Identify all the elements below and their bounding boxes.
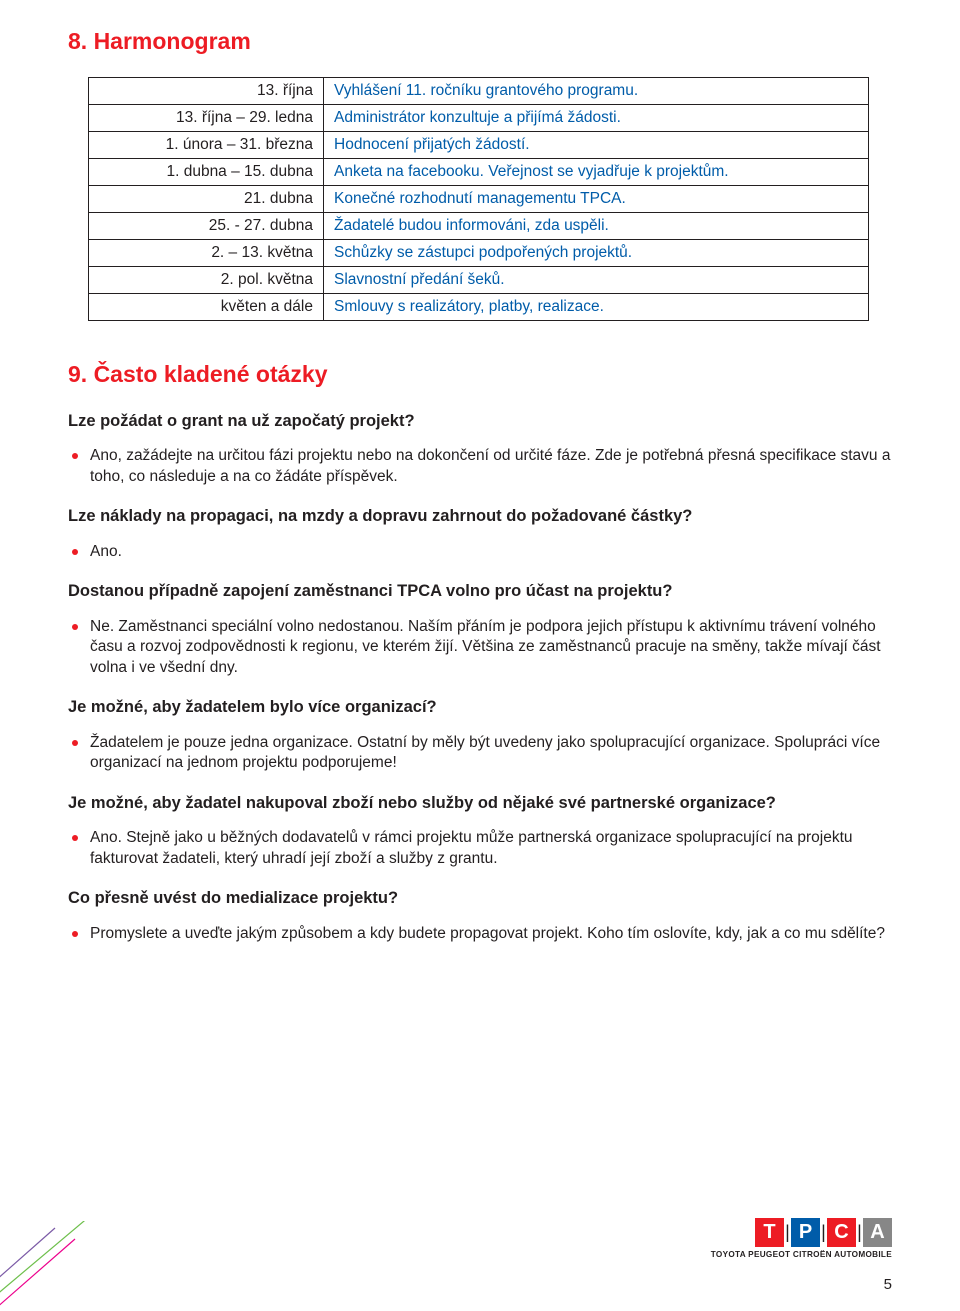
schedule-description: Anketa na facebooku. Veřejnost se vyjadř… (324, 159, 869, 186)
logo-letters: T | P | C | A (711, 1218, 892, 1247)
schedule-date: 1. února – 31. března (89, 132, 324, 159)
faq-question: Je možné, aby žadatel nakupoval zboží ne… (68, 792, 892, 814)
faq-answer: Promyslete a uveďte jakým způsobem a kdy… (68, 924, 892, 945)
faq-answer: Ano. (68, 542, 892, 563)
faq-answer: Žadatelem je pouze jedna organizace. Ost… (68, 733, 892, 774)
table-row: 13. října – 29. lednaAdministrátor konzu… (89, 105, 869, 132)
table-row: květen a dáleSmlouvy s realizátory, plat… (89, 294, 869, 321)
faq-question: Co přesně uvést do medializace projektu? (68, 887, 892, 909)
faq-answer: Ano, zažádejte na určitou fázi projektu … (68, 446, 892, 487)
schedule-description: Administrátor konzultuje a přijímá žádos… (324, 105, 869, 132)
table-row: 21. dubnaKonečné rozhodnutí managementu … (89, 186, 869, 213)
table-row: 13. říjnaVyhlášení 11. ročníku grantovéh… (89, 78, 869, 105)
faq-answer-list: Ano. (68, 542, 892, 563)
logo-separator: | (786, 1218, 789, 1247)
schedule-description: Vyhlášení 11. ročníku grantového program… (324, 78, 869, 105)
schedule-description: Hodnocení přijatých žádostí. (324, 132, 869, 159)
decorative-lines (0, 1221, 110, 1311)
table-row: 1. dubna – 15. dubnaAnketa na facebooku.… (89, 159, 869, 186)
schedule-date: květen a dále (89, 294, 324, 321)
schedule-date: 1. dubna – 15. dubna (89, 159, 324, 186)
logo-letter-a: A (863, 1218, 892, 1247)
schedule-date: 13. října (89, 78, 324, 105)
footer-logo: T | P | C | A TOYOTA PEUGEOT CITROËN AUT… (711, 1218, 892, 1259)
schedule-date: 25. - 27. dubna (89, 213, 324, 240)
faq-answer: Ne. Zaměstnanci speciální volno nedostan… (68, 617, 892, 679)
schedule-table: 13. říjnaVyhlášení 11. ročníku grantovéh… (88, 77, 869, 321)
schedule-date: 13. října – 29. ledna (89, 105, 324, 132)
schedule-date: 2. – 13. května (89, 240, 324, 267)
schedule-description: Slavnostní předání šeků. (324, 267, 869, 294)
faq-answer-list: Žadatelem je pouze jedna organizace. Ost… (68, 733, 892, 774)
faq-answer-list: Ano. Stejně jako u běžných dodavatelů v … (68, 828, 892, 869)
schedule-date: 21. dubna (89, 186, 324, 213)
logo-subtitle: TOYOTA PEUGEOT CITROËN AUTOMOBILE (711, 1250, 892, 1259)
schedule-description: Smlouvy s realizátory, platby, realizace… (324, 294, 869, 321)
faq-question: Je možné, aby žadatelem bylo více organi… (68, 696, 892, 718)
faq-question: Lze náklady na propagaci, na mzdy a dopr… (68, 505, 892, 527)
faq-container: Lze požádat o grant na už započatý proje… (68, 410, 892, 944)
section-title-faq: 9. Často kladené otázky (68, 361, 892, 388)
table-row: 25. - 27. dubnaŽadatelé budou informován… (89, 213, 869, 240)
faq-answer-list: Ne. Zaměstnanci speciální volno nedostan… (68, 617, 892, 679)
schedule-description: Konečné rozhodnutí managementu TPCA. (324, 186, 869, 213)
section-title-harmonogram: 8. Harmonogram (68, 28, 892, 55)
table-row: 1. února – 31. březnaHodnocení přijatých… (89, 132, 869, 159)
page-number: 5 (884, 1276, 892, 1293)
table-row: 2. pol. květnaSlavnostní předání šeků. (89, 267, 869, 294)
faq-answer-list: Ano, zažádejte na určitou fázi projektu … (68, 446, 892, 487)
logo-letter-p: P (791, 1218, 820, 1247)
logo-letter-c: C (827, 1218, 856, 1247)
table-row: 2. – 13. květnaSchůzky se zástupci podpo… (89, 240, 869, 267)
schedule-description: Schůzky se zástupci podpořených projektů… (324, 240, 869, 267)
faq-answer-list: Promyslete a uveďte jakým způsobem a kdy… (68, 924, 892, 945)
schedule-date: 2. pol. května (89, 267, 324, 294)
faq-question: Dostanou případně zapojení zaměstnanci T… (68, 580, 892, 602)
schedule-description: Žadatelé budou informováni, zda uspěli. (324, 213, 869, 240)
logo-separator: | (822, 1218, 825, 1247)
logo-separator: | (858, 1218, 861, 1247)
faq-answer: Ano. Stejně jako u běžných dodavatelů v … (68, 828, 892, 869)
faq-question: Lze požádat o grant na už započatý proje… (68, 410, 892, 432)
logo-letter-t: T (755, 1218, 784, 1247)
